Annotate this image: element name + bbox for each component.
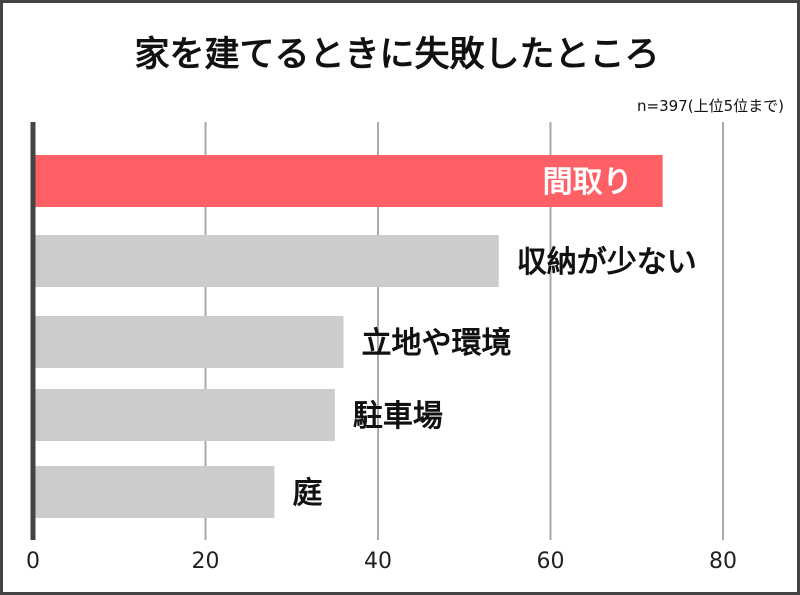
- bar-label: 駐車場: [353, 399, 443, 434]
- bar: [33, 466, 275, 518]
- bar-label: 収納が少ない: [517, 245, 697, 280]
- bar-label: 間取り: [543, 165, 633, 200]
- bar: [33, 235, 499, 287]
- sample-note: n=397(上位5位まで): [637, 97, 784, 115]
- x-tick-label: 0: [26, 549, 40, 574]
- bar: [33, 316, 344, 368]
- chart-title: 家を建てるときに失敗したところ: [134, 35, 660, 75]
- bar-label: 立地や環境: [362, 326, 512, 361]
- x-tick-label: 20: [192, 549, 220, 574]
- x-tick-label: 80: [709, 549, 737, 574]
- bar-label: 庭: [293, 476, 323, 511]
- x-tick-label: 60: [537, 549, 565, 574]
- bar: [33, 389, 335, 441]
- bar: [33, 155, 663, 207]
- x-tick-label: 40: [364, 549, 392, 574]
